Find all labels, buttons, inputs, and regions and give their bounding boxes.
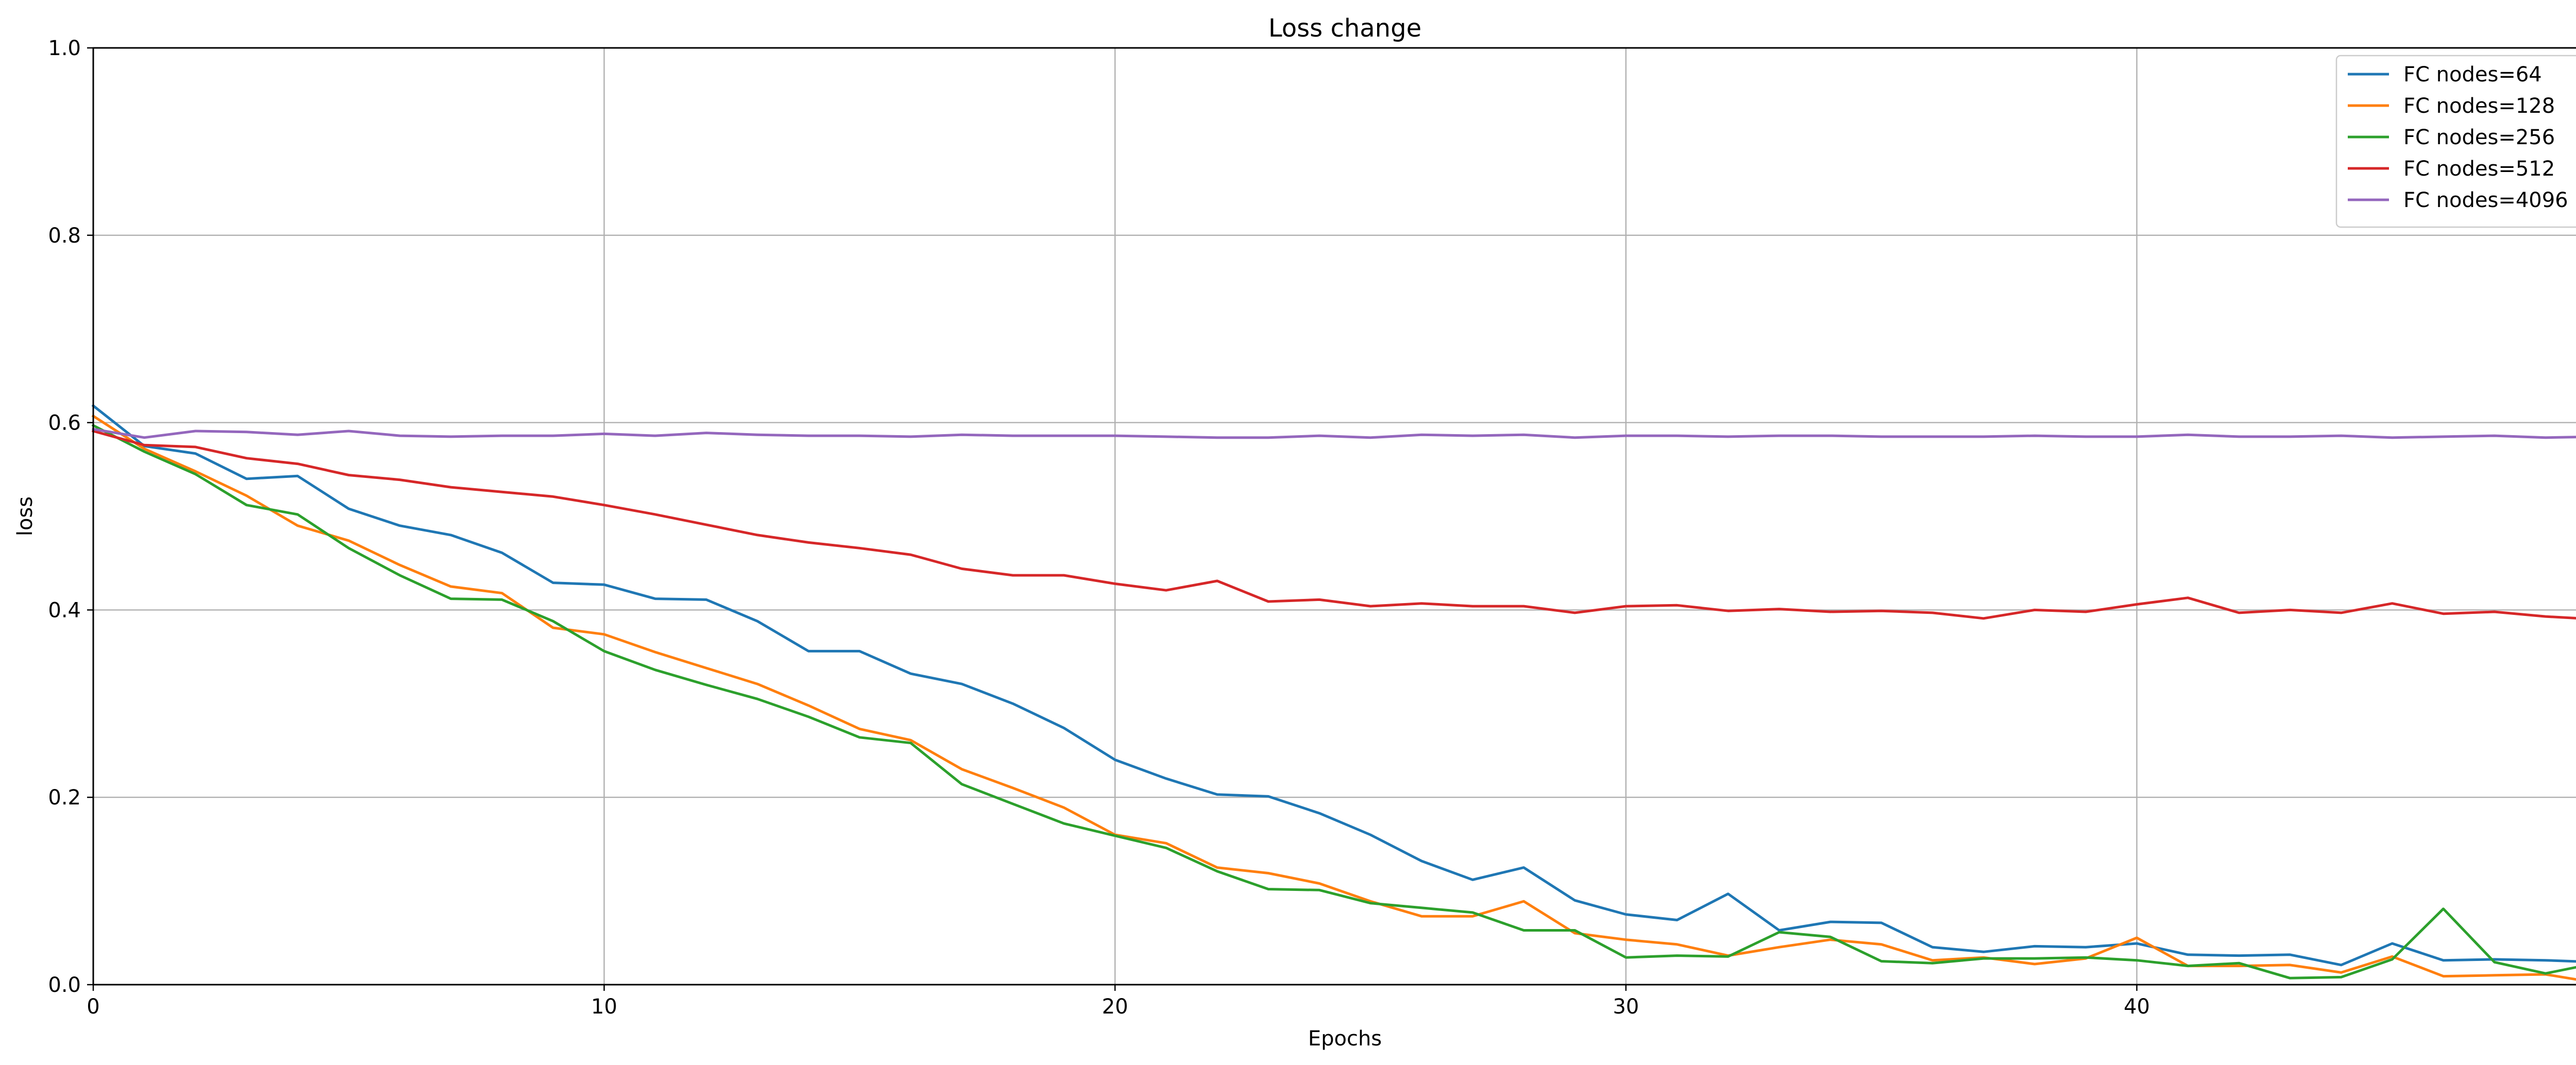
series-line-5 [92, 427, 2576, 439]
y-tick-label: 0.2 [48, 786, 81, 810]
y-tick-label: 0.0 [48, 973, 81, 997]
series-line-4 [91, 429, 2576, 620]
series-lines [91, 404, 2576, 981]
axis-ticks: 0 10 20 30 40 0.0 0.2 0.4 0.6 0.8 1.0 [48, 37, 2150, 1019]
y-tick-label: 1.0 [48, 37, 81, 60]
series-line-3 [91, 423, 2576, 980]
legend-label: FC nodes=4096 [2403, 188, 2568, 212]
y-tick-label: 0.4 [48, 598, 81, 622]
chart-title: Loss change [1268, 14, 1421, 43]
x-axis-title: Epochs [1308, 1027, 1382, 1051]
plot-frame [92, 47, 2576, 986]
x-tick-label: 0 [87, 995, 99, 1019]
legend-label: FC nodes=128 [2403, 94, 2555, 118]
y-tick-label: 0.8 [48, 224, 81, 248]
x-tick-label: 10 [591, 995, 617, 1019]
series-line-2 [91, 414, 2576, 981]
y-tick-label: 0.6 [48, 411, 81, 435]
legend-label: FC nodes=256 [2403, 126, 2555, 149]
x-tick-label: 40 [2124, 995, 2150, 1019]
legend: FC nodes=64 FC nodes=128 FC nodes=256 FC no… [2335, 55, 2576, 228]
x-tick-label: 20 [1102, 995, 1128, 1019]
legend-label: FC nodes=512 [2403, 157, 2555, 181]
y-axis-title: loss [13, 496, 37, 536]
x-tick-label: 30 [1613, 995, 1639, 1019]
series-line-1 [91, 404, 2576, 967]
legend-box [2335, 55, 2576, 228]
legend-label: FC nodes=64 [2403, 63, 2542, 87]
